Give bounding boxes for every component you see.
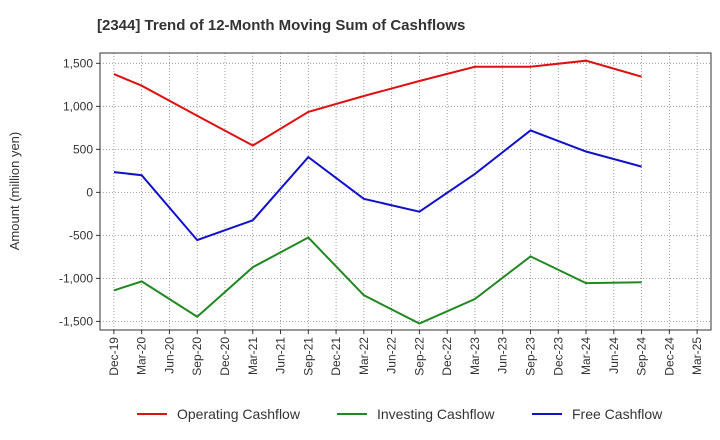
x-tick-label: Dec-19: [107, 337, 121, 376]
x-tick-label: Dec-20: [218, 337, 232, 376]
investing-cashflow-line: [113, 236, 642, 325]
x-tick-label: Mar-20: [135, 337, 149, 375]
x-tick-label: Mar-25: [690, 337, 704, 375]
chart-title: [2344] Trend of 12-Month Moving Sum of C…: [97, 17, 465, 34]
x-tick-label: Mar-23: [468, 337, 482, 375]
x-tick-label: Mar-24: [579, 337, 593, 375]
y-tick-label: 1,500: [63, 56, 93, 70]
investing-cashflow-legend-label: Investing Cashflow: [377, 406, 495, 422]
x-axis-ticks: Dec-19 Mar-20 Jun-20 Sep-20 Dec-20 Mar-21 Jun-…: [107, 330, 704, 376]
y-tick-label: 500: [73, 142, 93, 156]
x-tick-label: Sep-21: [301, 337, 315, 376]
x-tick-label: Jun-22: [385, 337, 399, 374]
plot-frame: [99, 52, 712, 331]
x-tick-label: Jun-23: [496, 337, 510, 374]
x-tick-label: Sep-20: [190, 337, 204, 376]
y-tick-label: 0: [86, 185, 93, 199]
y-tick-label: -1,500: [59, 314, 93, 328]
y-tick-label: -500: [69, 228, 93, 242]
free-cashflow-line: [113, 129, 642, 242]
y-axis-label: Amount (million yen): [7, 132, 22, 251]
x-tick-label: Jun-24: [607, 337, 621, 374]
x-tick-label: Dec-21: [329, 337, 343, 376]
series-lines: [113, 59, 642, 325]
x-tick-label: Dec-24: [662, 337, 676, 376]
legend: Operating Cashflow Investing Cashflow Free…: [137, 406, 663, 422]
x-tick-label: Sep-23: [523, 337, 537, 376]
x-tick-label: Dec-23: [551, 337, 565, 376]
y-tick-label: 1,000: [63, 99, 93, 113]
y-axis-ticks: -1,500 -1,000 -500 0 500 1,000 1,500: [59, 56, 100, 328]
operating-cashflow-legend-label: Operating Cashflow: [177, 406, 301, 422]
x-tick-label: Dec-22: [440, 337, 454, 376]
operating-cashflow-line: [113, 59, 642, 147]
x-tick-label: Jun-20: [162, 337, 176, 374]
x-tick-label: Mar-21: [246, 337, 260, 375]
grid-lines: [100, 53, 711, 330]
x-tick-label: Sep-22: [412, 337, 426, 376]
x-tick-label: Mar-22: [357, 337, 371, 375]
free-cashflow-legend-label: Free Cashflow: [572, 406, 663, 422]
x-tick-label: Jun-21: [274, 337, 288, 374]
y-tick-label: -1,000: [59, 271, 93, 285]
x-tick-label: Sep-24: [635, 337, 649, 376]
